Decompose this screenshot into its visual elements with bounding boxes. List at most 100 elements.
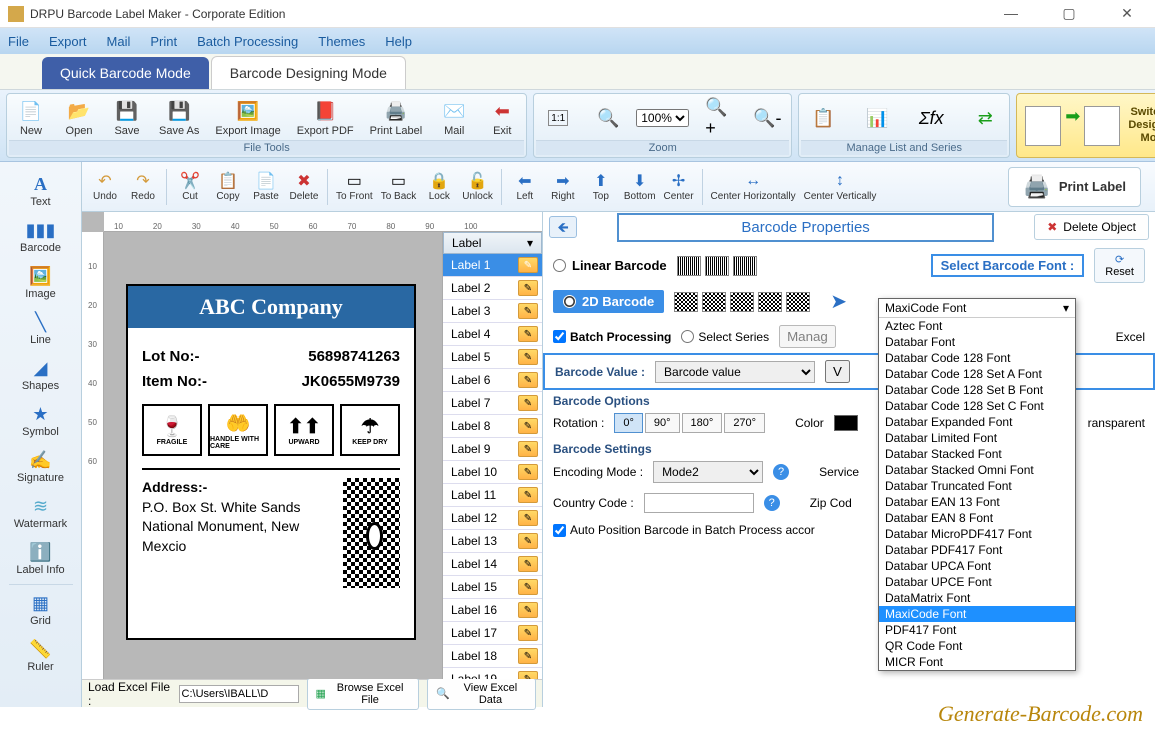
batch-processing-checkbox[interactable]: Batch Processing [553,330,671,344]
font-option[interactable]: MICR Font [879,654,1075,670]
font-option[interactable]: QR Code Font [879,638,1075,654]
font-option[interactable]: Databar Stacked Omni Font [879,462,1075,478]
select-series-radio[interactable]: Select Series [681,330,769,344]
label-list-header[interactable]: Label▾ [443,232,542,254]
tab-quick-mode[interactable]: Quick Barcode Mode [42,57,209,89]
label-list-item[interactable]: Label 15✎ [443,576,542,599]
zoom-select[interactable]: 100% [636,109,689,127]
manage-swap-button[interactable]: ⇄ [963,104,1007,132]
label-preview[interactable]: ABC Company Lot No:-56898741263 Item No:… [126,284,416,640]
new-button[interactable]: 📄New [9,98,53,139]
label-list-item[interactable]: Label 18✎ [443,645,542,668]
align-bottom-button[interactable]: ⬇Bottom [620,169,660,204]
excel-path-input[interactable] [179,685,299,703]
save-as-button[interactable]: 💾Save As [153,98,205,139]
tool-text[interactable]: AText [5,168,77,214]
menu-help[interactable]: Help [385,34,412,49]
label-list-item[interactable]: Label 12✎ [443,507,542,530]
label-list-item[interactable]: Label 1✎ [443,254,542,277]
font-option[interactable]: Databar Expanded Font [879,414,1075,430]
label-list-item[interactable]: Label 17✎ [443,622,542,645]
tab-designing-mode[interactable]: Barcode Designing Mode [211,56,406,89]
font-option[interactable]: Databar Code 128 Set B Font [879,382,1075,398]
label-list-item[interactable]: Label 11✎ [443,484,542,507]
center-h-button[interactable]: ↔Center Horizontally [707,169,800,204]
exit-button[interactable]: ⬅Exit [480,98,524,139]
close-button[interactable]: ✕ [1107,5,1147,22]
print-label-button[interactable]: 🖨️ Print Label [1008,167,1141,207]
label-list-item[interactable]: Label 8✎ [443,415,542,438]
print-label-ribbon-button[interactable]: 🖨️Print Label [364,98,429,139]
rotation-270[interactable]: 270° [724,413,765,433]
manage-fx-button[interactable]: Σfx [909,104,953,132]
label-list-item[interactable]: Label 19✎ [443,668,542,679]
props-back-button[interactable]: 🡸 [549,216,577,238]
zoom-in-button[interactable]: 🔍+ [695,104,739,132]
cut-button[interactable]: ✂️Cut [171,169,209,204]
rotation-180[interactable]: 180° [682,413,723,433]
rotation-0[interactable]: 0° [614,413,643,433]
align-top-button[interactable]: ⬆Top [582,169,620,204]
tool-shapes[interactable]: ◢Shapes [5,352,77,398]
font-option[interactable]: Databar UPCA Font [879,558,1075,574]
paste-button[interactable]: 📄Paste [247,169,285,204]
font-option[interactable]: Databar EAN 8 Font [879,510,1075,526]
font-option[interactable]: Databar Limited Font [879,430,1075,446]
canvas[interactable]: 102030405060708090100 102030405060 ABC C… [82,212,542,679]
font-option[interactable]: Databar MicroPDF417 Font [879,526,1075,542]
open-button[interactable]: 📂Open [57,98,101,139]
zoom-actual-button[interactable]: 🔍 [586,104,630,132]
font-option[interactable]: MaxiCode Font [879,606,1075,622]
tool-label-info[interactable]: ℹ️Label Info [5,536,77,582]
unlock-button[interactable]: 🔓Unlock [458,169,497,204]
switch-mode-button[interactable]: ➡ Switch to Designing Mode [1016,93,1155,158]
linear-barcode-radio[interactable]: Linear Barcode [553,258,667,273]
rotation-90[interactable]: 90° [645,413,680,433]
manage-series-button[interactable]: 📊 [855,104,899,132]
color-swatch[interactable] [834,415,858,431]
font-option[interactable]: Databar EAN 13 Font [879,494,1075,510]
font-option[interactable]: PDF417 Font [879,622,1075,638]
mail-button[interactable]: ✉️Mail [432,98,476,139]
zoom-fit-button[interactable]: 1:1 [536,108,580,128]
delete-object-button[interactable]: ✖Delete Object [1034,214,1149,240]
country-input[interactable] [644,493,754,513]
manage-button[interactable]: Manag [779,325,836,348]
help-icon[interactable]: ? [773,464,789,480]
align-center-button[interactable]: ✢Center [660,169,698,204]
encoding-select[interactable]: Mode2 [653,461,763,483]
label-list-item[interactable]: Label 10✎ [443,461,542,484]
browse-excel-button[interactable]: ▦Browse Excel File [307,678,420,710]
label-list-item[interactable]: Label 7✎ [443,392,542,415]
center-v-button[interactable]: ↕Center Vertically [800,169,881,204]
label-list-item[interactable]: Label 9✎ [443,438,542,461]
menu-batch[interactable]: Batch Processing [197,34,298,49]
label-list-item[interactable]: Label 2✎ [443,277,542,300]
view-excel-button[interactable]: 🔍View Excel Data [427,678,536,710]
label-list-item[interactable]: Label 5✎ [443,346,542,369]
manage-list-button[interactable]: 📋 [801,104,845,132]
menu-file[interactable]: File [8,34,29,49]
font-option[interactable]: Databar UPCE Font [879,574,1075,590]
tool-symbol[interactable]: ★Symbol [5,398,77,444]
copy-button[interactable]: 📋Copy [209,169,247,204]
label-list-item[interactable]: Label 13✎ [443,530,542,553]
label-list-item[interactable]: Label 6✎ [443,369,542,392]
label-list-item[interactable]: Label 3✎ [443,300,542,323]
auto-position-checkbox[interactable]: Auto Position Barcode in Batch Process a… [553,523,815,537]
export-image-button[interactable]: 🖼️Export Image [209,98,286,139]
lock-button[interactable]: 🔒Lock [420,169,458,204]
help-icon[interactable]: ? [764,495,780,511]
barcode-value-select[interactable]: Barcode value [655,361,815,383]
font-dropdown-selected[interactable]: MaxiCode Font▾ [879,299,1075,318]
minimize-button[interactable]: — [991,5,1031,22]
font-option[interactable]: Aztec Font [879,318,1075,334]
align-right-button[interactable]: ➡Right [544,169,582,204]
redo-button[interactable]: ↷Redo [124,169,162,204]
tool-line[interactable]: ╲Line [5,306,77,352]
font-option[interactable]: Databar PDF417 Font [879,542,1075,558]
label-list-item[interactable]: Label 16✎ [443,599,542,622]
2d-barcode-radio[interactable]: 2D Barcode [553,290,664,313]
tool-image[interactable]: 🖼️Image [5,260,77,306]
font-option[interactable]: Databar Stacked Font [879,446,1075,462]
